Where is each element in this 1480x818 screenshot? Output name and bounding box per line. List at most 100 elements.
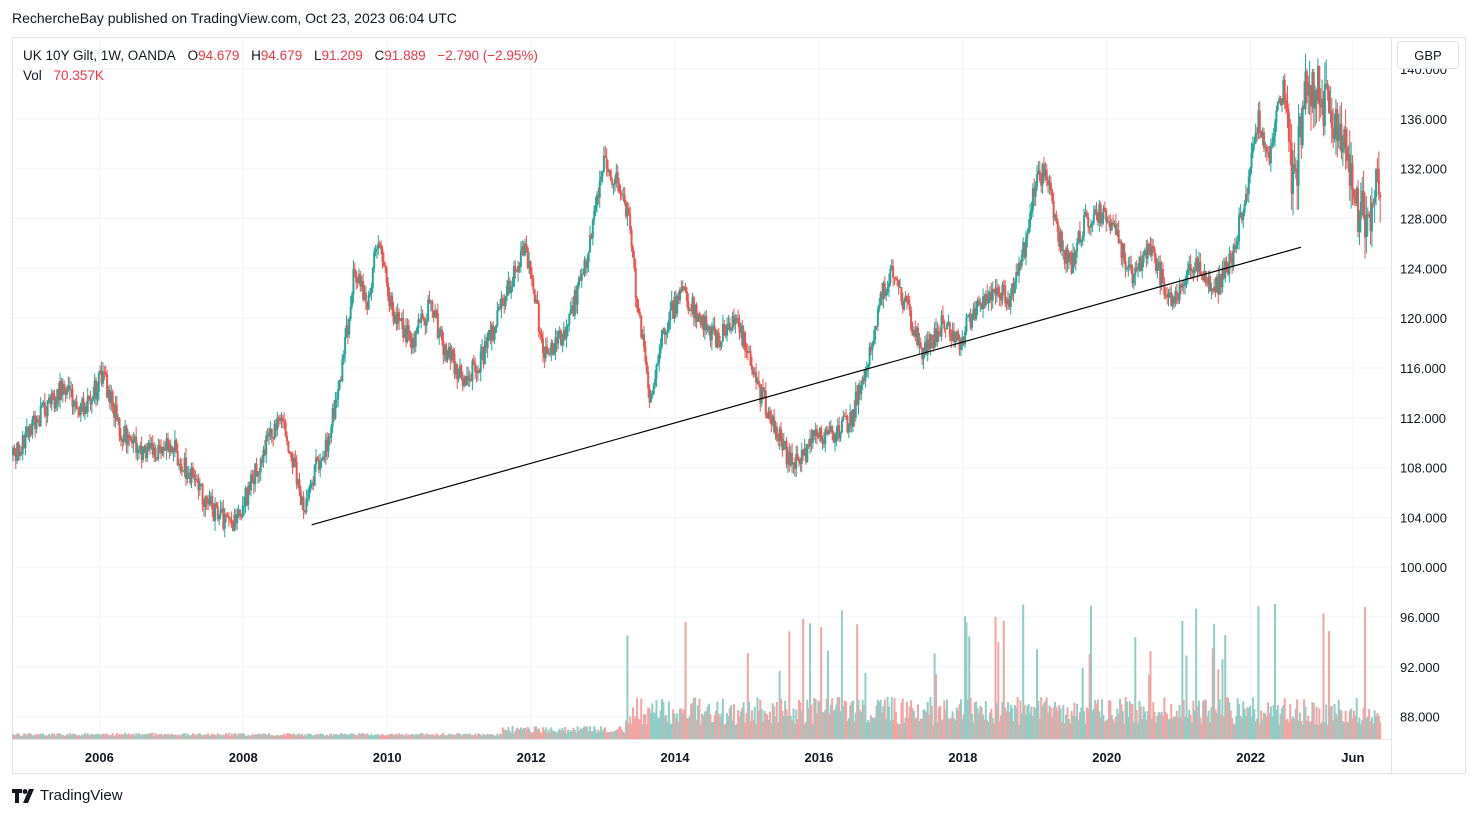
- volume-bar: [403, 735, 406, 739]
- candle-body: [1369, 216, 1372, 232]
- volume-bar: [317, 735, 320, 739]
- candle-body: [176, 451, 179, 465]
- volume-bar: [180, 734, 183, 739]
- candle-body: [279, 418, 282, 422]
- candle-body: [1080, 239, 1083, 243]
- volume-bar: [1013, 705, 1016, 739]
- candle-body: [150, 443, 153, 449]
- volume-bar: [803, 724, 806, 739]
- candle-body: [1354, 198, 1357, 204]
- candle-body: [857, 384, 860, 405]
- candle-body: [207, 502, 210, 505]
- volume-bar: [1278, 724, 1281, 739]
- candle-body: [1276, 101, 1279, 111]
- candle-body: [720, 341, 723, 348]
- volume-bar: [535, 726, 538, 739]
- volume-bar: [1054, 701, 1057, 739]
- candle-body: [482, 346, 485, 364]
- candle-body: [726, 324, 729, 336]
- candle-body: [856, 391, 859, 405]
- volume-bar: [973, 702, 976, 739]
- candle-body: [876, 309, 879, 326]
- volume-bar: [165, 734, 168, 739]
- candle-body: [661, 330, 664, 347]
- candle-body: [349, 306, 352, 320]
- candle-body: [352, 268, 355, 295]
- trend-line[interactable]: [311, 246, 1302, 526]
- legend-symbol[interactable]: UK 10Y Gilt, 1W, OANDA: [23, 48, 176, 63]
- volume-bar: [950, 717, 953, 739]
- candle-body: [1233, 245, 1236, 250]
- candle-body: [74, 401, 77, 405]
- volume-bar: [716, 701, 719, 739]
- candle-body: [1054, 214, 1057, 219]
- volume-bar: [829, 704, 832, 739]
- volume-bar: [489, 734, 492, 739]
- candle-body: [323, 456, 326, 458]
- volume-bar: [703, 711, 706, 739]
- volume-bar: [154, 733, 157, 739]
- volume-bar: [666, 721, 669, 739]
- volume-bar: [243, 733, 246, 739]
- volume-bar: [1210, 707, 1213, 739]
- candle-body: [1029, 213, 1032, 228]
- volume-bar: [1152, 702, 1155, 739]
- candle-body: [874, 325, 877, 340]
- candle-body: [493, 332, 496, 340]
- volume-bar: [197, 733, 200, 739]
- volume-bar: [1365, 717, 1368, 739]
- volume-bar: [731, 720, 734, 739]
- volume-series: [12, 603, 1382, 739]
- candle-body: [428, 299, 431, 302]
- volume-bar: [763, 711, 766, 739]
- volume-bar: [240, 733, 243, 739]
- volume-bar: [166, 733, 169, 739]
- volume-bar: [620, 729, 623, 739]
- volume-bar: [1370, 717, 1373, 739]
- candle-body: [1160, 269, 1163, 286]
- candle-body: [1326, 83, 1329, 91]
- candle-body: [836, 425, 839, 433]
- volume-bar: [530, 733, 533, 739]
- volume-bar: [64, 735, 67, 739]
- currency-button[interactable]: GBP: [1397, 41, 1459, 69]
- volume-bar: [683, 709, 686, 739]
- volume-bar: [454, 735, 457, 739]
- legend-volume-label[interactable]: Vol: [23, 68, 42, 83]
- candle-body: [923, 342, 926, 354]
- volume-bar: [501, 727, 504, 739]
- candle-body: [1301, 105, 1304, 145]
- candle-body: [59, 381, 62, 401]
- volume-bar: [1127, 716, 1130, 739]
- volume-bar: [899, 724, 902, 739]
- volume-bar: [460, 735, 463, 739]
- candle-body: [479, 351, 482, 373]
- candle-body: [685, 291, 688, 302]
- candle-body: [1328, 90, 1331, 113]
- candle-body: [476, 370, 479, 374]
- candle-body: [234, 514, 237, 524]
- volume-bar: [759, 699, 762, 739]
- candle-body: [68, 386, 71, 390]
- volume-bar: [980, 707, 983, 739]
- volume-bar: [607, 731, 610, 739]
- candle-body: [1340, 123, 1343, 153]
- candle-body: [637, 308, 640, 313]
- candle-body: [443, 344, 446, 356]
- volume-bar: [497, 735, 500, 739]
- candle-body: [1240, 212, 1243, 220]
- volume-bar: [756, 697, 759, 739]
- volume-bar: [543, 730, 546, 739]
- candle-body: [305, 499, 308, 513]
- x-tick-label: 2022: [1236, 750, 1265, 765]
- volume-bar: [690, 704, 693, 739]
- candle-body: [362, 280, 365, 300]
- legend-open-value: 94.679: [198, 48, 240, 63]
- volume-bar: [864, 672, 867, 739]
- chart-frame[interactable]: [12, 37, 1466, 774]
- candle-body: [980, 303, 983, 310]
- volume-bar: [959, 699, 962, 739]
- tradingview-logo[interactable]: TradingView: [12, 787, 123, 804]
- candle-body: [910, 310, 913, 330]
